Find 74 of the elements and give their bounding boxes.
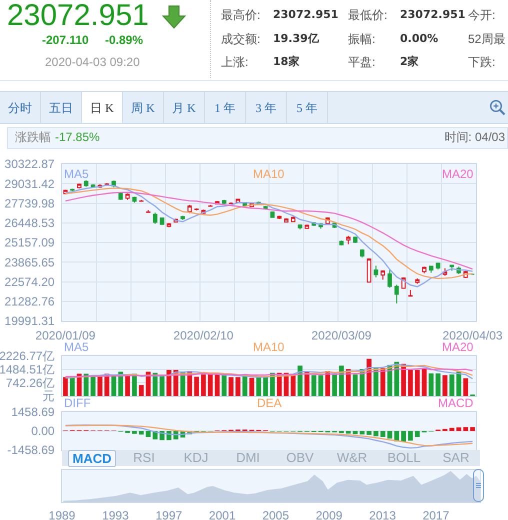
annotation: RSI [132, 450, 156, 466]
y-tick-label: 21282.76 [4, 294, 55, 309]
text: 成交额: [221, 31, 260, 47]
annotation: SAR [442, 450, 470, 466]
text: -17.85% [55, 129, 100, 145]
series-label: MA10 [253, 340, 285, 354]
annotation: OBV [285, 450, 315, 466]
y-tick-label: 30322.87 [4, 157, 55, 172]
selected-tab: 日 K [82, 92, 123, 123]
y-tick-label: 25157.09 [4, 236, 55, 250]
tab: 1 年 [205, 92, 246, 123]
text: 最高价: [221, 7, 260, 23]
selected-tab: MACD [68, 450, 116, 467]
y-tick-label: 22574.20 [4, 274, 55, 289]
x-tick-label: 2009 [316, 508, 343, 520]
text: 上涨: [221, 54, 248, 70]
x-tick-label: 2001 [208, 508, 236, 520]
annotation: W&R [336, 450, 368, 466]
text: 23072.951 [7, 0, 149, 32]
y-tick-label: 2226.77亿 [0, 349, 55, 364]
x-tick-label: 2020/02/10 [173, 328, 234, 342]
text: 19.39亿 [273, 31, 319, 47]
x-tick-label: 1989 [48, 508, 76, 520]
text: 时间: 04/03 [444, 129, 505, 145]
tab: 3 年 [246, 92, 287, 123]
text: 2020-04-03 09:20 [45, 54, 140, 70]
x-tick-label: 1997 [155, 508, 183, 520]
text: 最低价: [348, 7, 388, 23]
text: 涨跌幅 [15, 129, 51, 145]
y-tick-label: 26448.53 [4, 216, 55, 230]
y-tick-label: 元 [42, 389, 55, 404]
text: MA20 [442, 167, 474, 181]
y-tick-label: 0.00 [31, 424, 55, 438]
text: 振幅: [348, 31, 376, 47]
series-label: MA10 [253, 167, 285, 181]
series-label: MA5 [64, 340, 89, 354]
y-tick-label: -1458.69 [7, 443, 55, 458]
text: 23072.951 [273, 7, 338, 23]
tab: 周 K [123, 92, 164, 123]
x-tick-label: 2005 [262, 508, 290, 520]
y-tick-label: 29031.42 [4, 176, 55, 191]
x-tick-label: 2020/04/03 [442, 328, 503, 342]
series-label: MA5 [64, 167, 89, 181]
text: 2家 [400, 54, 419, 70]
tab: 5 年 [287, 92, 328, 123]
text: -0.89% [105, 32, 144, 48]
text: 下跌: [468, 54, 496, 70]
annotation: KDJ [182, 450, 210, 466]
y-tick-label: 23865.65 [4, 255, 55, 270]
text: 今开: [468, 7, 496, 23]
tab: 分时 [0, 92, 41, 123]
annotation: DMI [235, 450, 261, 466]
tab: 月 K [164, 92, 205, 123]
x-tick-label: 2013 [369, 508, 396, 520]
x-tick-label: 2017 [422, 508, 450, 520]
series-label: MA20 [442, 340, 474, 354]
x-tick-label: 2020/01/09 [35, 328, 96, 342]
text: 23072.951 [400, 7, 466, 23]
y-tick-label: 27739.98 [4, 196, 55, 210]
text: 0.00% [400, 31, 438, 47]
y-tick-label: 19991.31 [4, 314, 55, 328]
y-tick-label: 742.26亿 [6, 376, 55, 390]
text: -207.110 [42, 32, 89, 48]
annotation: BOLL [386, 450, 422, 466]
x-tick-label: 1993 [102, 508, 130, 520]
x-tick-label: 2020/03/09 [311, 328, 372, 342]
text: 平盘: [348, 54, 376, 70]
text: 52周最 [468, 31, 506, 47]
y-tick-label: 1458.69 [11, 405, 55, 420]
series-label: DIFF [64, 396, 91, 410]
series-label: DEA [257, 396, 282, 410]
y-tick-label: 1484.51亿 [0, 362, 55, 377]
text: 18家 [273, 54, 300, 70]
annotation: MACD [438, 396, 474, 410]
